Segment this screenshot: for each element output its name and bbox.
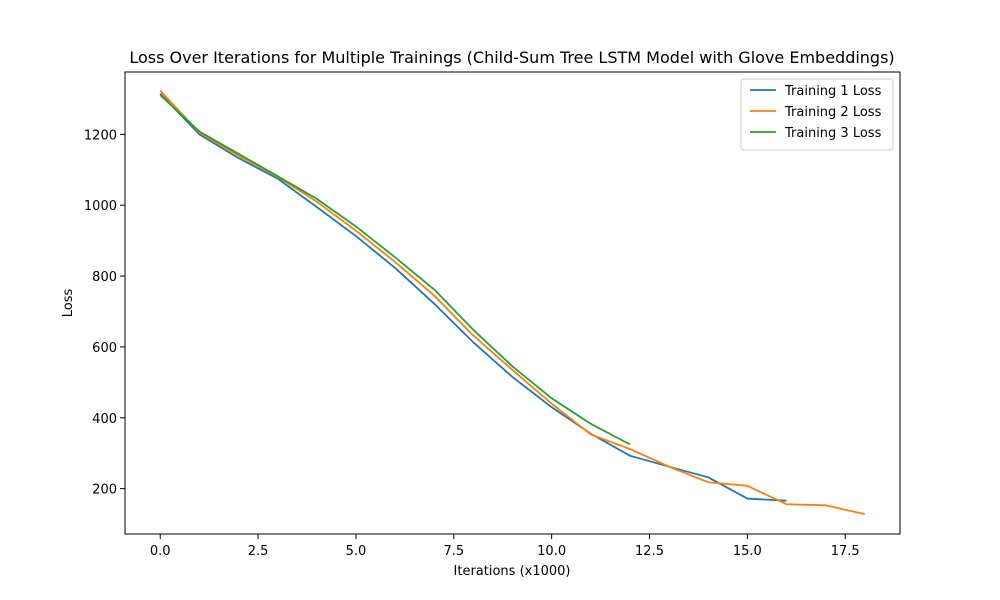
x-axis-label: Iterations (x1000) bbox=[454, 564, 571, 579]
y-tick-label: 200 bbox=[92, 483, 117, 498]
y-tick-label: 800 bbox=[92, 270, 117, 285]
y-axis-label: Loss bbox=[61, 289, 76, 318]
series-line-training-3 bbox=[159, 94, 631, 446]
x-tick-label: 15.0 bbox=[733, 544, 762, 559]
series-line-training-2 bbox=[159, 90, 865, 516]
x-axis: 0.0 2.5 5.0 7.5 10.0 12.5 15.0 17.5 bbox=[150, 534, 860, 559]
x-tick-label: 0.0 bbox=[150, 544, 171, 559]
x-tick-label: 2.5 bbox=[248, 544, 269, 559]
chart-title: Loss Over Iterations for Multiple Traini… bbox=[129, 48, 894, 67]
x-tick-label: 10.0 bbox=[537, 544, 566, 559]
x-tick-label: 5.0 bbox=[346, 544, 367, 559]
y-tick-label: 1200 bbox=[84, 128, 117, 143]
x-tick-label: 7.5 bbox=[443, 544, 464, 559]
y-tick-label: 600 bbox=[92, 341, 117, 356]
plot-frame bbox=[124, 71, 901, 535]
legend: Training 1 Loss Training 2 Loss Training 3… bbox=[740, 78, 894, 151]
legend-label: Training 2 Loss bbox=[784, 105, 882, 120]
plot-area bbox=[159, 90, 865, 516]
legend-label: Training 3 Loss bbox=[784, 126, 882, 141]
x-tick-label: 12.5 bbox=[635, 544, 664, 559]
series-line-training-1 bbox=[159, 92, 787, 502]
x-tick-label: 17.5 bbox=[831, 544, 860, 559]
y-tick-label: 1000 bbox=[84, 199, 117, 214]
y-axis: 200 400 600 800 1000 1200 bbox=[84, 128, 125, 498]
y-tick-label: 400 bbox=[92, 412, 117, 427]
legend-box bbox=[740, 78, 894, 151]
legend-label: Training 1 Loss bbox=[784, 84, 882, 99]
